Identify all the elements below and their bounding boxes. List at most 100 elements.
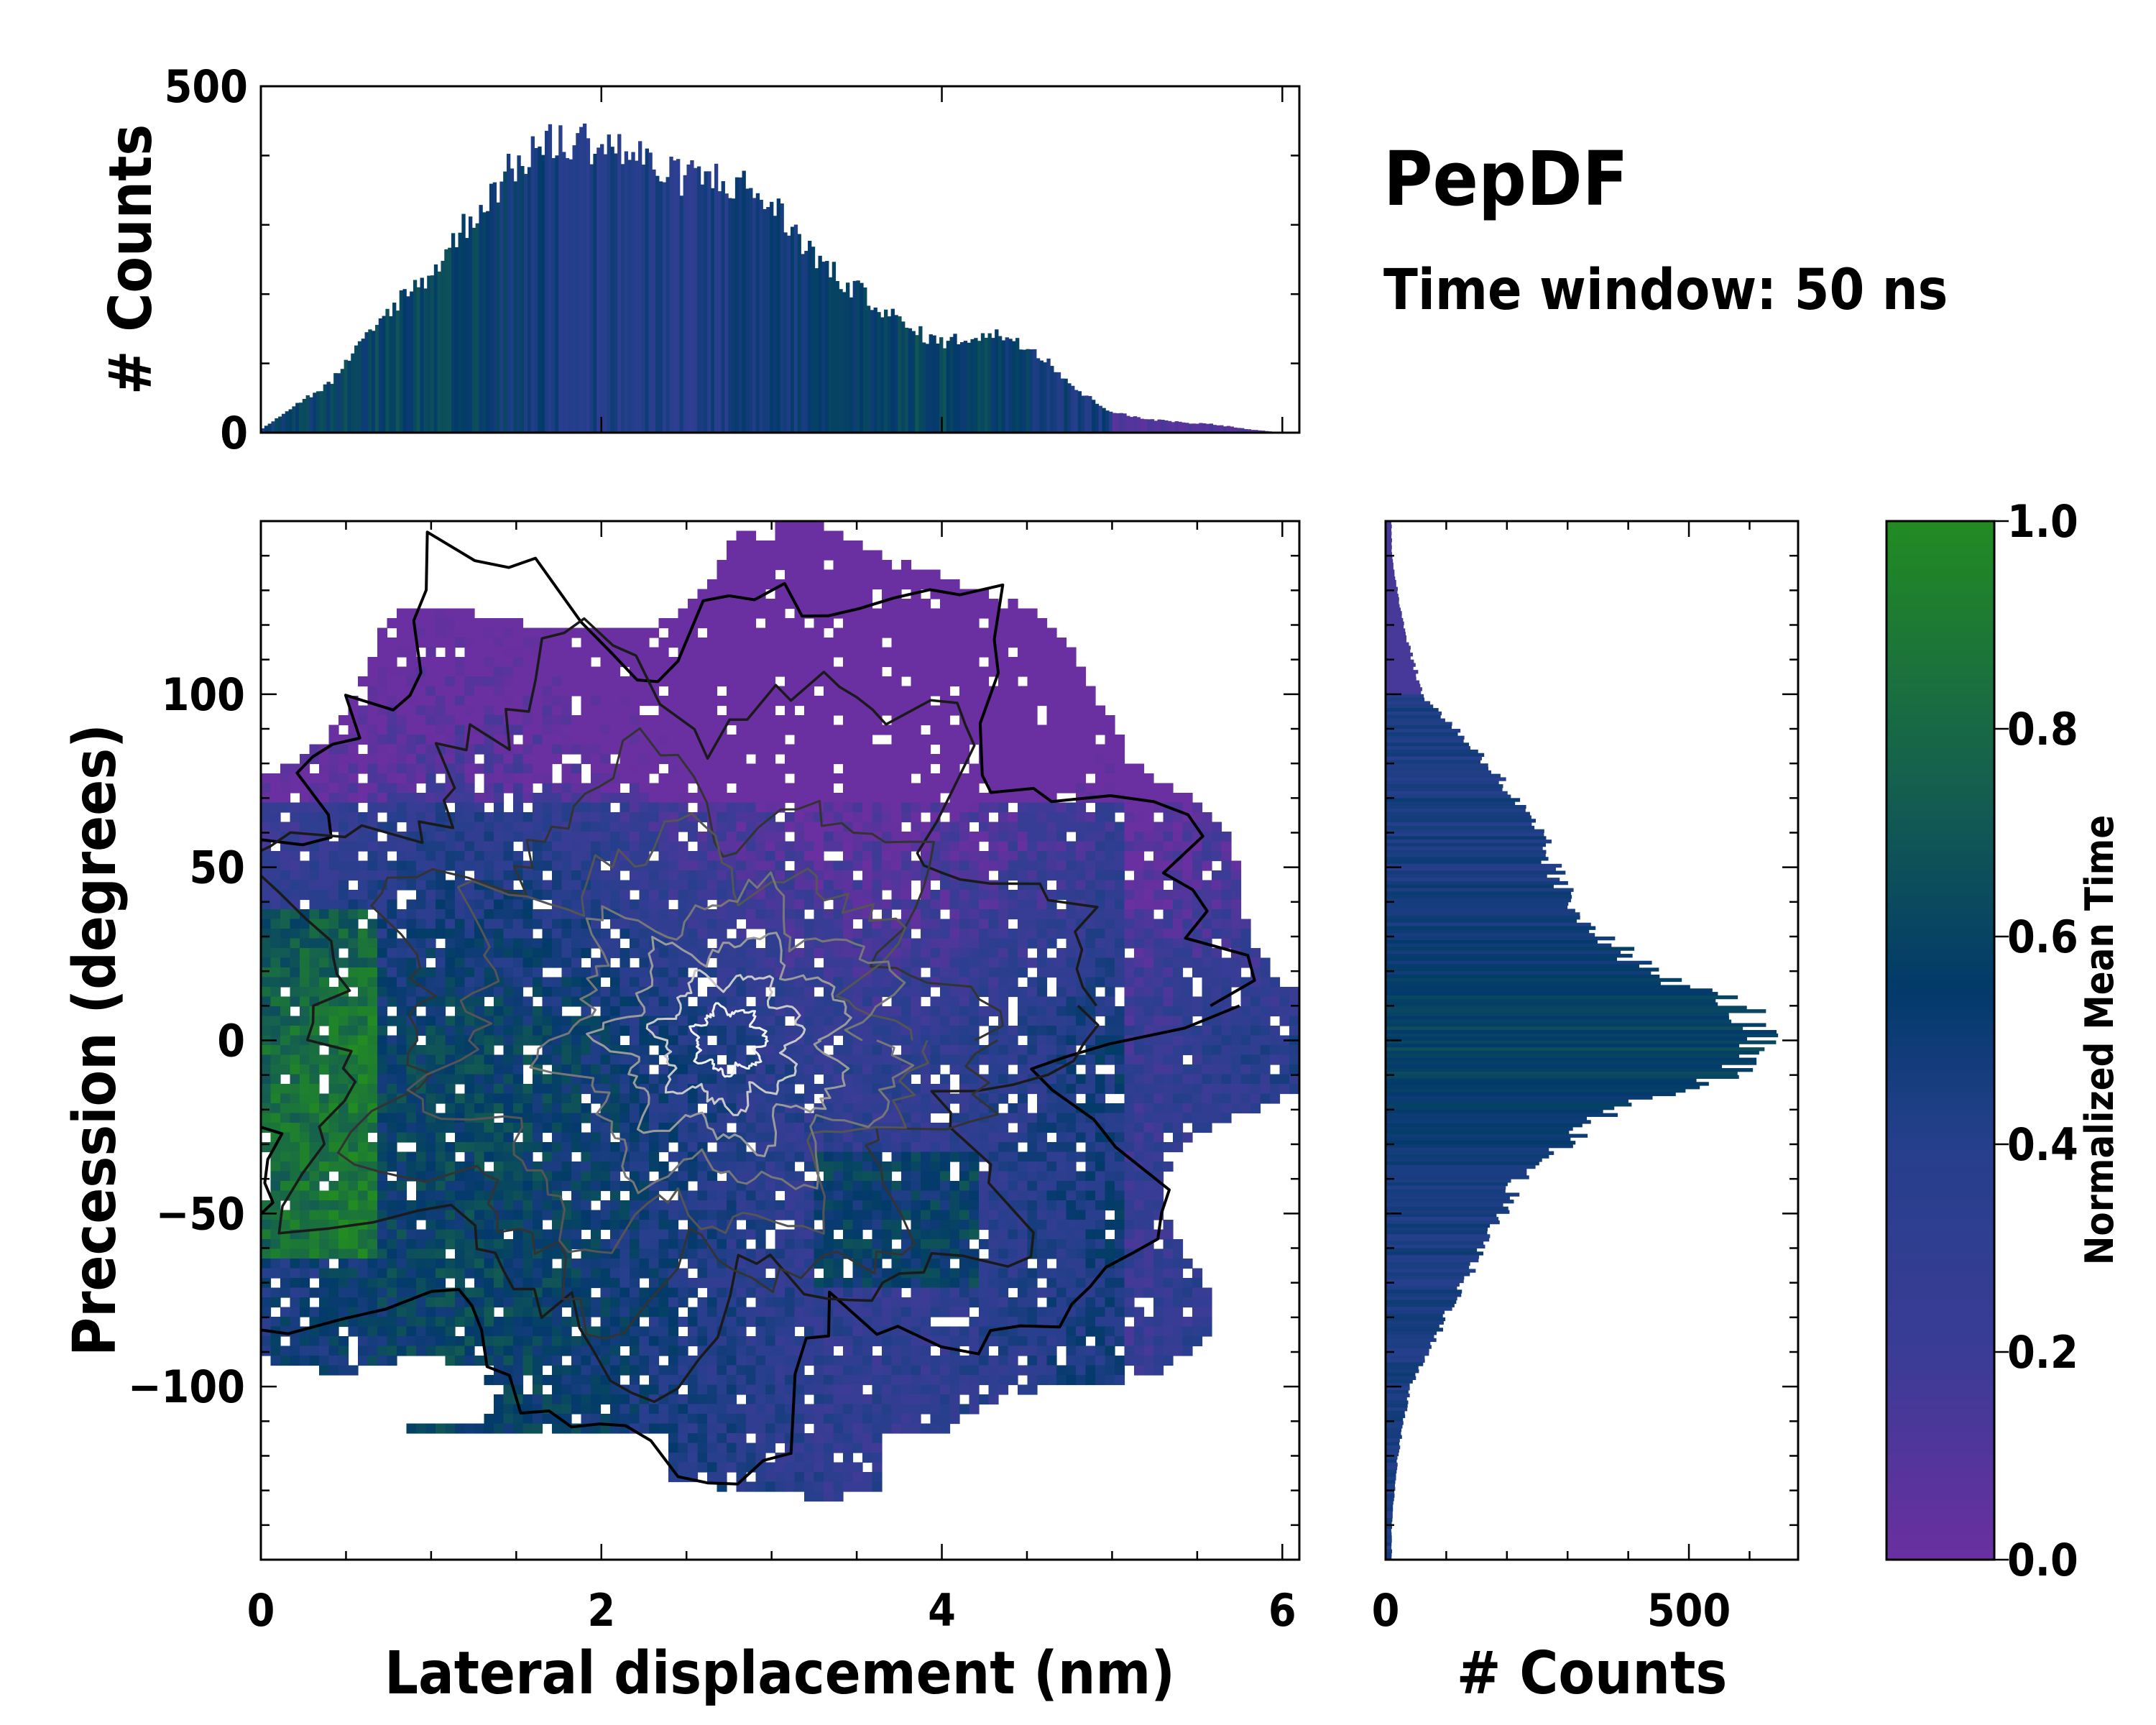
heatmap-cell: [697, 1453, 708, 1463]
heatmap-cell: [464, 1268, 475, 1279]
heatmap-cell: [862, 1375, 873, 1386]
heatmap-cell: [328, 1026, 339, 1036]
heatmap-cell: [464, 1229, 475, 1240]
heatmap-cell: [639, 1239, 650, 1250]
heatmap-cell: [358, 1074, 369, 1085]
heatmap-cell: [319, 763, 330, 774]
heatmap-cell: [542, 1248, 553, 1259]
heatmap-cell: [804, 1084, 815, 1095]
heatmap-cell: [872, 1200, 883, 1211]
heatmap-cell: [755, 832, 766, 842]
heatmap-cell: [862, 1074, 873, 1085]
heatmap-cell: [270, 1317, 281, 1328]
heatmap-cell: [649, 1239, 660, 1250]
heatmap-cell: [785, 569, 796, 580]
heatmap-cell: [290, 1054, 300, 1065]
heatmap-cell: [464, 627, 475, 638]
heatmap-cell: [862, 1287, 873, 1298]
heatmap-cell: [707, 763, 718, 774]
heatmap-cell: [367, 1259, 378, 1269]
heatmap-cell: [406, 773, 417, 784]
heatmap-cell: [765, 599, 776, 610]
heatmap-cell: [600, 812, 611, 823]
heatmap-cell: [436, 1035, 446, 1046]
heatmap-cell: [688, 638, 699, 648]
heatmap-cell: [591, 1365, 602, 1376]
heatmap-cell: [765, 1162, 776, 1172]
heatmap-cell: [387, 1103, 397, 1114]
heatmap-cell: [824, 783, 834, 794]
heatmap-cell: [328, 812, 339, 823]
heatmap-cell: [561, 1074, 572, 1085]
heatmap-cell: [668, 860, 679, 871]
heatmap-cell: [833, 1103, 844, 1114]
heatmap-cell: [804, 715, 815, 726]
heatmap-cell: [755, 744, 766, 755]
heatmap-cell: [338, 1190, 349, 1201]
heatmap-cell: [630, 1171, 640, 1182]
heatmap-cell: [358, 1181, 369, 1192]
heatmap-cell: [852, 1248, 863, 1259]
heatmap-cell: [833, 1132, 844, 1143]
heatmap-cell: [775, 744, 786, 755]
heatmap-cell: [513, 1220, 524, 1230]
heatmap-cell: [668, 1181, 679, 1192]
heatmap-cell: [300, 1210, 310, 1220]
heatmap-cell: [522, 657, 533, 668]
heatmap-cell: [794, 851, 805, 862]
heatmap-cell: [494, 1404, 505, 1414]
heatmap-cell: [668, 948, 679, 959]
heatmap-cell: [824, 880, 834, 891]
heatmap-cell: [794, 909, 805, 920]
heatmap-cell: [338, 860, 349, 871]
heatmap-cell: [591, 1307, 602, 1317]
heatmap-cell: [561, 957, 572, 968]
heatmap-cell: [804, 735, 815, 745]
heatmap-cell: [474, 696, 485, 707]
heatmap-cell: [619, 929, 630, 939]
heatmap-cell: [649, 1375, 660, 1386]
heatmap-cell: [474, 1268, 485, 1279]
heatmap-cell: [319, 773, 330, 784]
heatmap-cell: [522, 783, 533, 794]
heatmap-cell: [300, 1278, 310, 1289]
heatmap-cell: [872, 880, 883, 891]
heatmap-cell: [619, 967, 630, 978]
heatmap-cell: [494, 1162, 505, 1172]
heatmap-cell: [464, 1200, 475, 1211]
heatmap-cell: [367, 1035, 378, 1046]
heatmap-cell: [746, 909, 757, 920]
heatmap-cell: [503, 1016, 514, 1026]
heatmap-cell: [387, 754, 397, 765]
heatmap-cell: [658, 715, 669, 726]
heatmap-cell: [697, 1336, 708, 1347]
heatmap-cell: [416, 1132, 427, 1143]
heatmap-cell: [649, 657, 660, 668]
heatmap-cell: [814, 599, 824, 610]
heatmap-cell: [852, 773, 863, 784]
heatmap-cell: [794, 763, 805, 774]
heatmap-cell: [755, 1229, 766, 1240]
heatmap-cell: [309, 967, 320, 978]
heatmap-cell: [261, 1026, 272, 1036]
heatmap-cell: [688, 1035, 699, 1046]
heatmap-cell: [280, 1171, 291, 1182]
heatmap-cell: [862, 1035, 873, 1046]
heatmap-cell: [610, 1093, 621, 1104]
heatmap-cell: [542, 996, 553, 1007]
heatmap-cell: [746, 1346, 757, 1356]
heatmap-cell: [639, 832, 650, 842]
heatmap-cell: [824, 1404, 834, 1414]
heatmap-cell: [765, 1200, 776, 1211]
heatmap-cell: [522, 1054, 533, 1065]
heatmap-cell: [561, 715, 572, 726]
heatmap-cell: [707, 987, 718, 998]
heatmap-cell: [824, 1278, 834, 1289]
heatmap-cell: [600, 1394, 611, 1405]
heatmap-cell: [649, 822, 660, 832]
heatmap-cell: [639, 1045, 650, 1056]
heatmap-cell: [571, 783, 582, 794]
heatmap-cell: [425, 1297, 436, 1308]
heatmap-cell: [600, 705, 611, 716]
heatmap-cell: [668, 1404, 679, 1414]
